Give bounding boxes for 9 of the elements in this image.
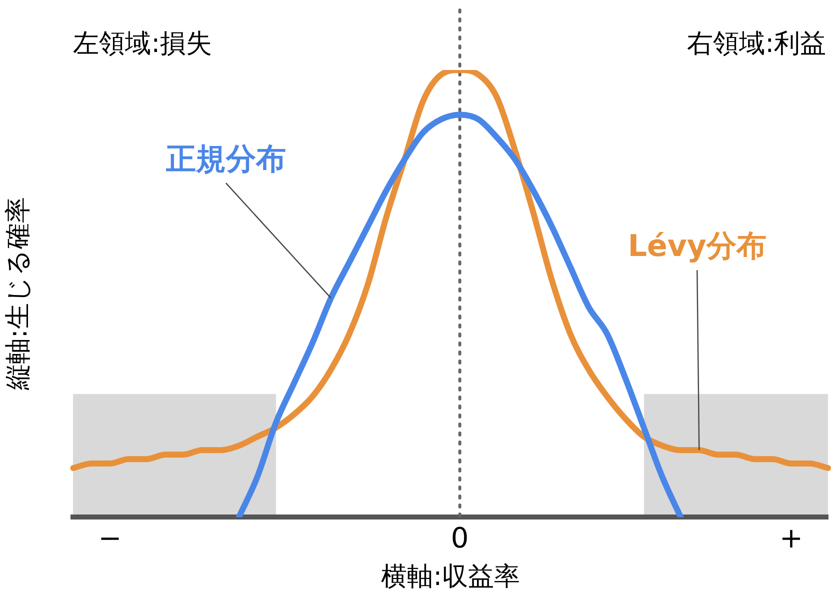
x-axis-title: 横軸:収益率 [381, 562, 520, 592]
x-tick-label: 0 [450, 521, 469, 554]
text: 正規分布 [164, 142, 286, 177]
x-tick-label: + [779, 521, 803, 554]
text: 右領域:利益 [687, 28, 826, 59]
text: 左領域:損失 [73, 28, 212, 59]
y-axis-title: 縦軸:生じる確率 [3, 197, 34, 391]
text: Lévy分布 [628, 228, 766, 264]
x-tick-label: − [98, 521, 122, 554]
